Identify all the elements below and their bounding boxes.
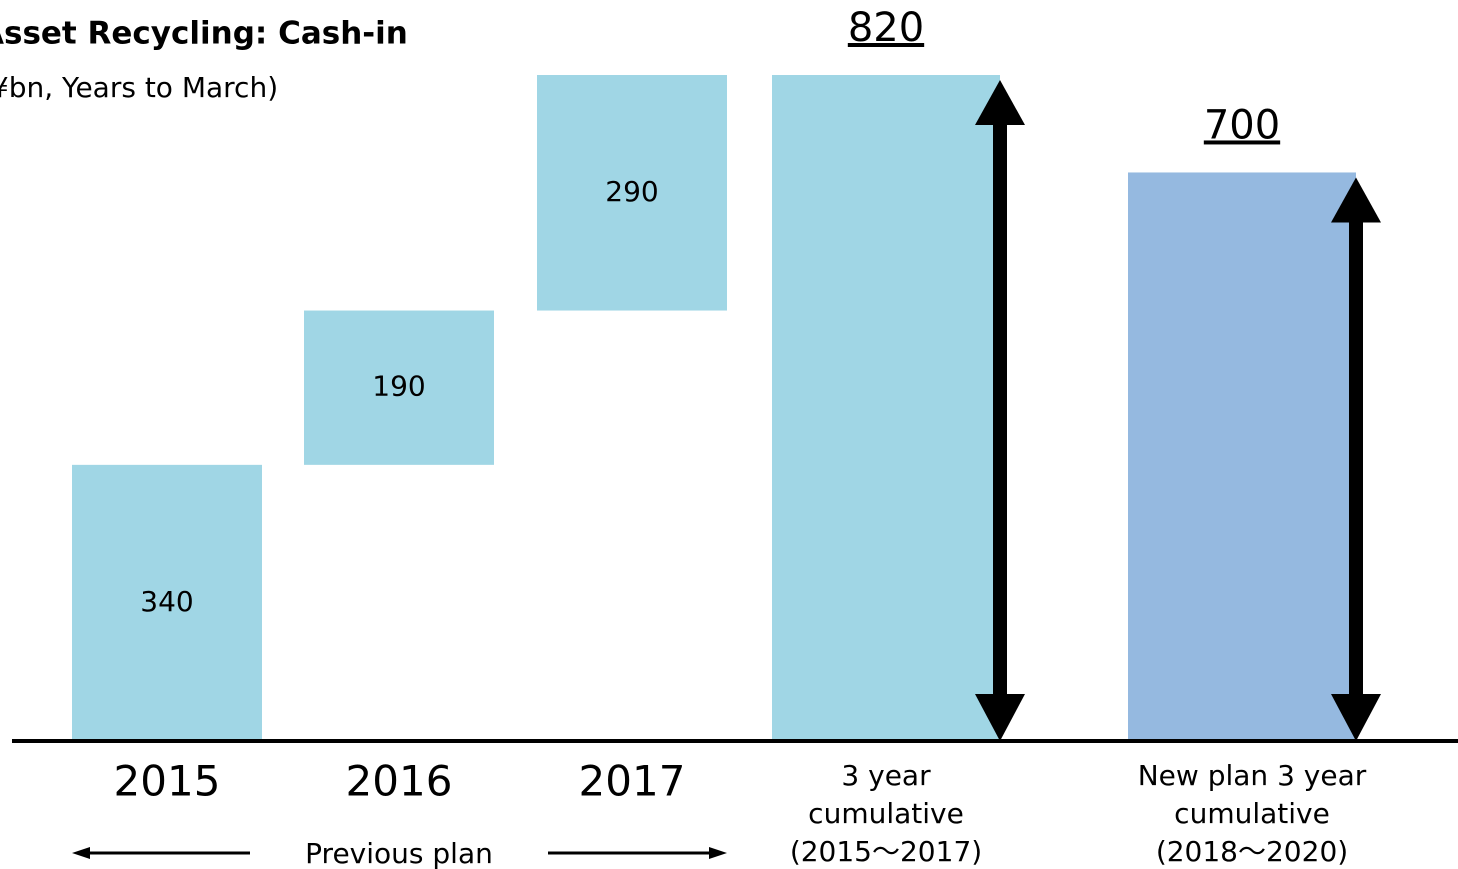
bar	[72, 464, 262, 741]
value-label: 820	[848, 5, 924, 51]
x-tick-label: New plan 3 year	[1138, 759, 1367, 792]
x-tick-label: cumulative	[1174, 797, 1330, 830]
annotation: Previous plan	[305, 837, 493, 869]
bar	[304, 310, 494, 465]
x-tick-label: (2018～2020)	[1156, 835, 1348, 868]
x-tick-label: 2016	[346, 757, 453, 806]
arrow-head	[975, 80, 1025, 125]
x-tick-label: 2015	[114, 757, 221, 806]
arrow-head	[975, 694, 1025, 741]
arrow-head	[1331, 694, 1381, 741]
x-tick-label: cumulative	[808, 797, 964, 830]
arrow-shaft	[1349, 212, 1363, 701]
arrow-shaft	[993, 115, 1007, 701]
bar	[537, 75, 727, 311]
x-tick-label: (2015～2017)	[790, 835, 982, 868]
chart-subtitle: (¥bn, Years to March)	[0, 71, 278, 104]
value-label: 700	[1204, 102, 1280, 148]
bar	[1128, 172, 1356, 742]
annotation-arrows	[72, 847, 727, 859]
chart-title: Asset Recycling: Cash-in	[0, 16, 408, 52]
x-tick-label: 2017	[579, 757, 686, 806]
bar	[772, 75, 1000, 741]
value-label: 190	[372, 370, 425, 403]
value-label: 340	[140, 585, 193, 618]
x-tick-label: 3 year	[841, 759, 931, 792]
arrow-head	[1331, 177, 1381, 223]
value-label: 290	[605, 175, 658, 208]
